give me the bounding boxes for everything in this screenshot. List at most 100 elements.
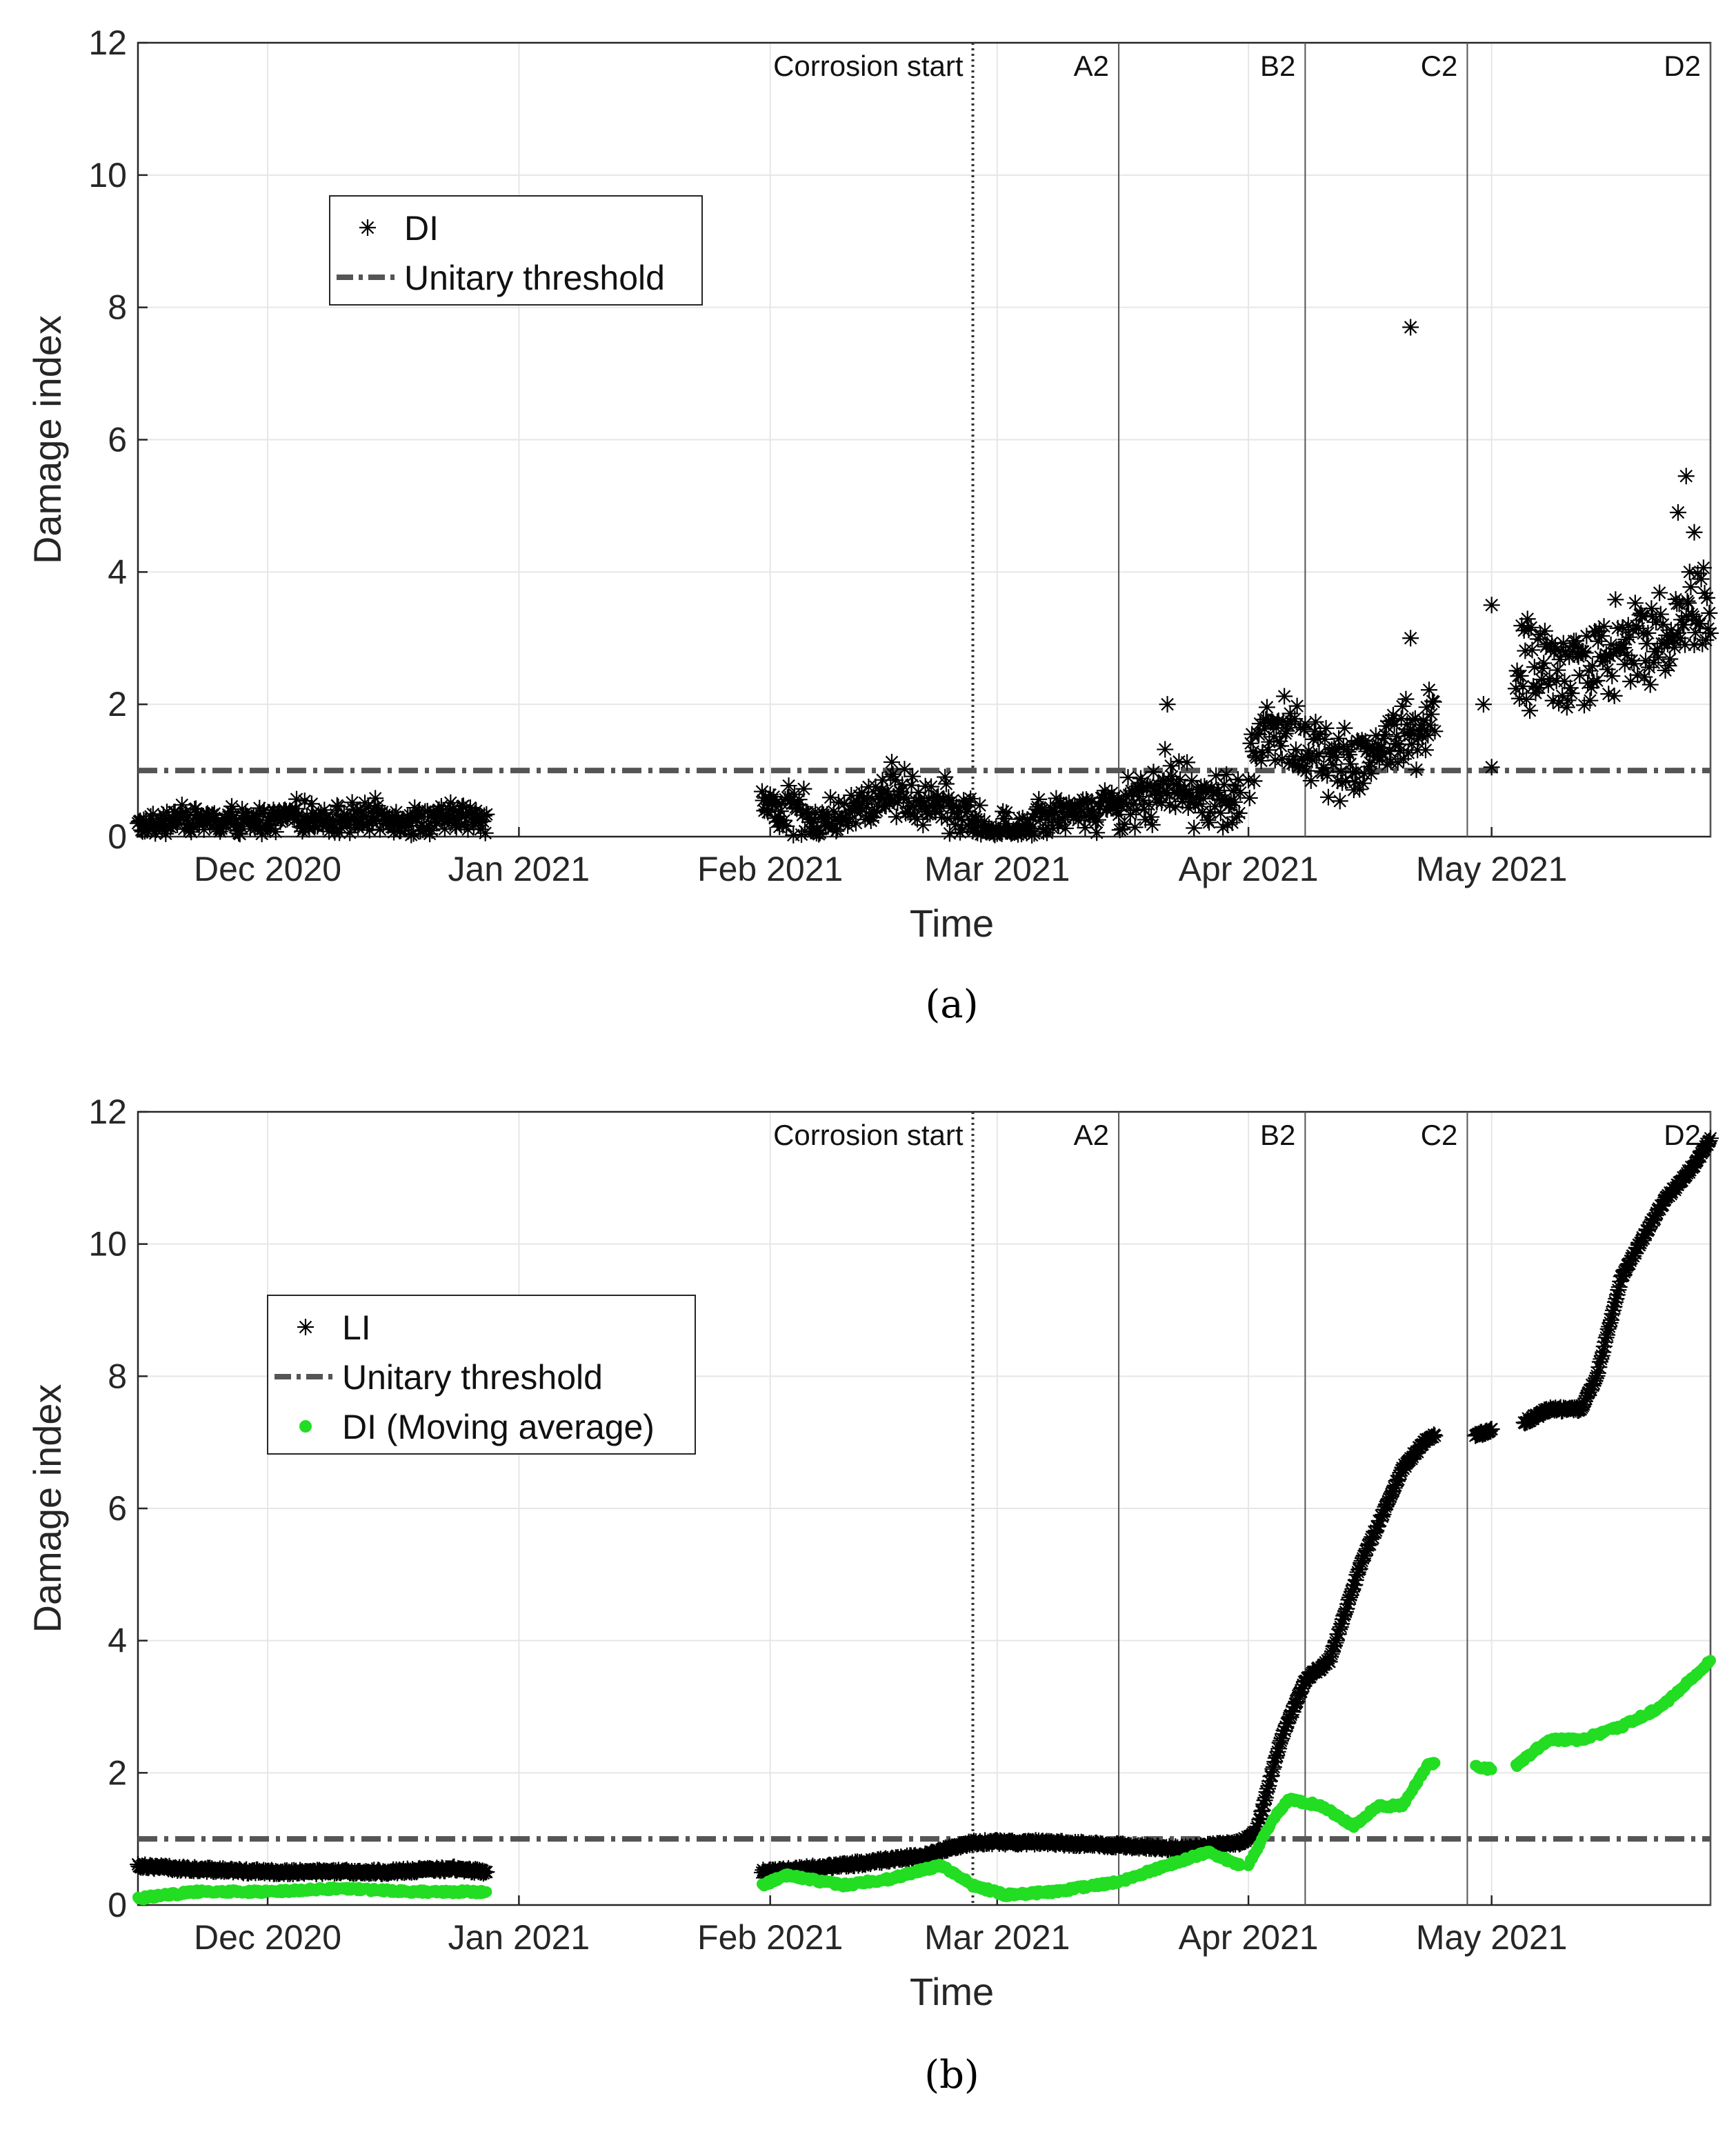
data-point [1310, 745, 1328, 762]
data-point [1416, 721, 1433, 738]
data-point [1411, 722, 1428, 739]
data-point [1324, 756, 1341, 773]
data-point [1208, 767, 1225, 784]
data-point [1244, 743, 1261, 760]
data-point [1632, 1235, 1649, 1252]
data-point [1361, 1536, 1379, 1553]
data-point [1699, 1136, 1716, 1153]
data-point [775, 812, 792, 829]
data-point [855, 790, 872, 807]
data-point [449, 809, 466, 826]
data-point [406, 799, 423, 817]
data-point [1600, 686, 1617, 703]
legend-swatch-asterisk [297, 1319, 314, 1335]
data-point [1602, 1314, 1619, 1331]
data-point [316, 801, 333, 819]
grid-lines [138, 42, 1710, 837]
data-point [1621, 628, 1638, 646]
data-point [1314, 764, 1331, 781]
data-point [1397, 1458, 1414, 1475]
data-point [1510, 690, 1528, 707]
data-point [1373, 739, 1390, 756]
data-point [349, 819, 366, 836]
data-point [1227, 777, 1244, 795]
data-point [1199, 812, 1217, 829]
data-point [1121, 786, 1138, 804]
data-point [1577, 1390, 1595, 1407]
data-point [1323, 1646, 1340, 1663]
data-point [1110, 806, 1128, 824]
data-point [456, 815, 473, 832]
data-point [318, 810, 335, 827]
data-point [1266, 1753, 1284, 1771]
data-point [1517, 642, 1534, 659]
data-point [961, 793, 978, 810]
data-point [219, 813, 236, 830]
data-point [1529, 630, 1546, 648]
data-point [1315, 759, 1333, 777]
data-point [966, 818, 983, 835]
data-point [877, 797, 895, 815]
data-point [367, 790, 384, 807]
data-point [1333, 763, 1350, 780]
data-point [1660, 657, 1677, 675]
data-point [949, 808, 966, 826]
data-point [1397, 690, 1415, 708]
data-point [1666, 1181, 1684, 1199]
data-point [1357, 732, 1374, 750]
data-point [185, 819, 202, 836]
data-point [1606, 687, 1623, 704]
data-point [1150, 776, 1167, 793]
data-point [261, 820, 279, 837]
data-point [1232, 784, 1249, 801]
data-point [1014, 810, 1031, 827]
event-label: C2 [1421, 50, 1458, 82]
data-point [1366, 1524, 1384, 1542]
legend: LI Unitary threshold DI (Moving average) [267, 1295, 696, 1455]
data-point [1273, 1730, 1290, 1747]
data-point [1228, 808, 1246, 826]
data-point [935, 790, 952, 808]
data-point [1221, 796, 1239, 813]
data-point [1344, 1580, 1361, 1597]
data-point [1388, 728, 1406, 745]
data-point [1182, 794, 1199, 811]
data-point [995, 810, 1012, 827]
data-point [770, 808, 787, 825]
data-point [1696, 585, 1713, 602]
data-point [1650, 648, 1667, 666]
data-point [850, 797, 867, 815]
data-point [442, 794, 459, 811]
data-point [187, 800, 204, 817]
data-point [1138, 779, 1155, 797]
data-point [1107, 799, 1124, 816]
data-point [284, 806, 301, 824]
data-point [1686, 636, 1703, 653]
data-point [360, 798, 377, 815]
data-point [341, 824, 359, 841]
data-point [420, 817, 437, 834]
data-point [228, 811, 245, 828]
data-point [905, 798, 922, 815]
data-point [1346, 773, 1364, 790]
data-point [321, 823, 338, 840]
data-point [894, 776, 911, 793]
data-point [1396, 725, 1413, 742]
data-point [1328, 748, 1345, 766]
data-point [359, 817, 376, 834]
data-point [1242, 735, 1259, 752]
series-li [130, 1130, 1719, 1882]
data-point [1677, 636, 1694, 653]
data-point [1179, 754, 1196, 771]
data-point [1402, 721, 1419, 738]
data-point [1324, 1643, 1341, 1660]
data-point [1358, 1540, 1375, 1557]
x-tick-label: Jan 2021 [448, 1918, 590, 1957]
data-point [1247, 1823, 1264, 1840]
data-point [1555, 635, 1572, 652]
data-point [806, 813, 823, 830]
data-point [1618, 1261, 1635, 1278]
data-point [888, 808, 905, 826]
data-point [1343, 1583, 1360, 1600]
data-point [1246, 772, 1263, 790]
